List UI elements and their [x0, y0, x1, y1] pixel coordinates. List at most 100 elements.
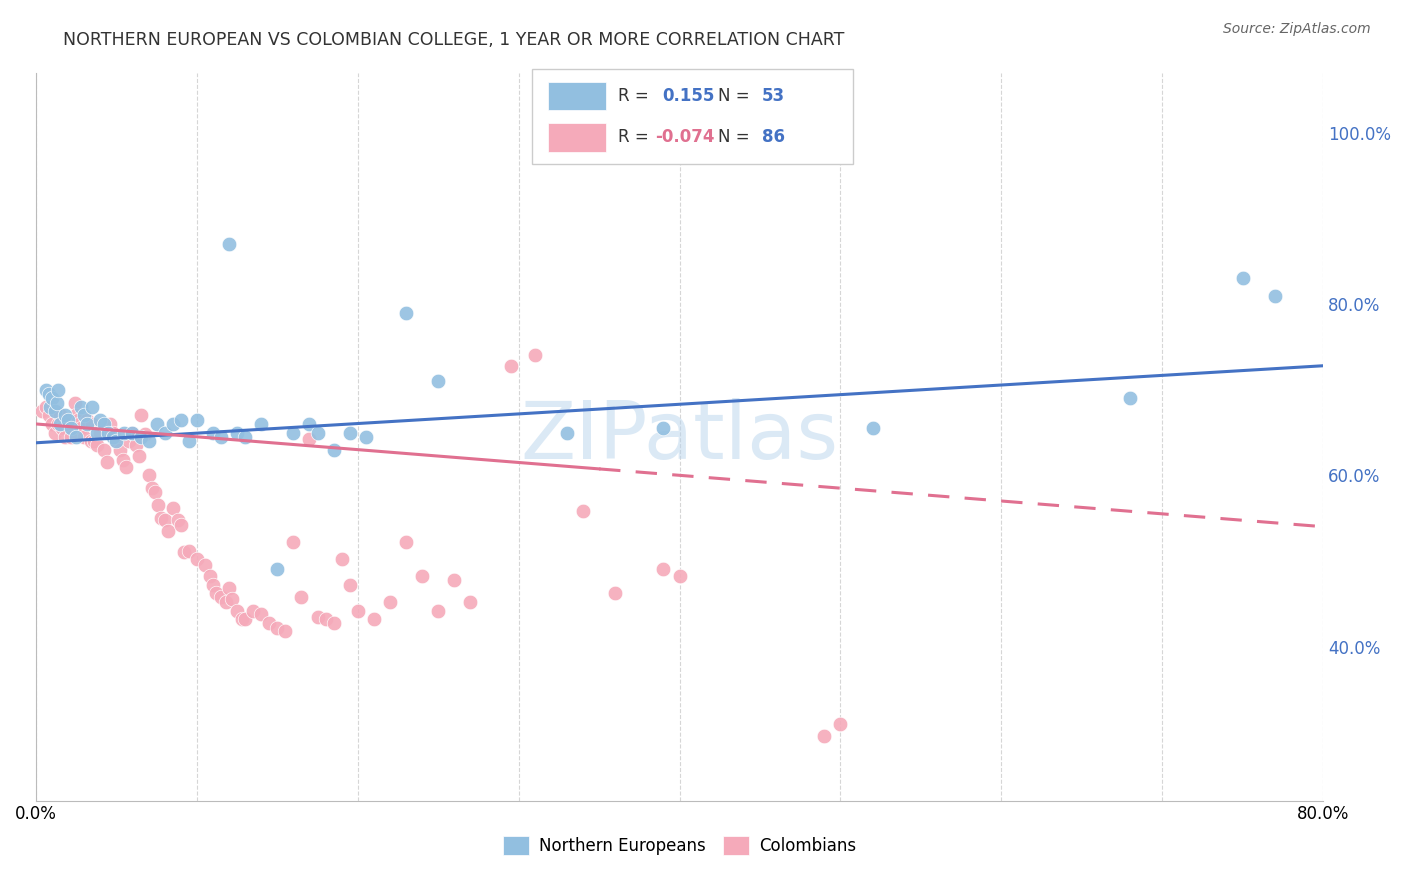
Point — [115, 459, 138, 474]
Point — [177, 434, 200, 448]
Point — [346, 604, 368, 618]
Point — [233, 430, 256, 444]
Point — [201, 425, 224, 440]
Point — [73, 430, 96, 444]
Point — [129, 430, 152, 444]
Point — [427, 604, 450, 618]
Point — [83, 434, 105, 448]
Point — [298, 433, 321, 447]
Point — [66, 412, 89, 426]
Point — [830, 716, 852, 731]
Legend: Northern Europeans, Colombians: Northern Europeans, Colombians — [492, 826, 866, 865]
Point — [395, 306, 418, 320]
Point — [186, 552, 208, 566]
Point — [283, 535, 305, 549]
Point — [101, 425, 124, 440]
Point — [105, 434, 128, 448]
Point — [443, 573, 465, 587]
Point — [194, 558, 217, 573]
Point — [209, 430, 232, 444]
Point — [65, 430, 87, 444]
Point — [153, 513, 176, 527]
Point — [48, 383, 70, 397]
Point — [307, 609, 329, 624]
Point — [138, 468, 160, 483]
Point — [70, 400, 93, 414]
Text: ZIPatlas: ZIPatlas — [520, 398, 838, 475]
Point — [170, 412, 193, 426]
Point — [86, 425, 108, 440]
Point — [150, 511, 173, 525]
Point — [121, 425, 143, 440]
Point — [79, 434, 101, 448]
Point — [162, 500, 184, 515]
Point — [339, 578, 361, 592]
Point — [93, 442, 115, 457]
Point — [555, 425, 578, 440]
Point — [145, 417, 167, 431]
Point — [283, 425, 305, 440]
Point — [250, 417, 273, 431]
Point — [209, 590, 232, 604]
Point — [226, 425, 249, 440]
Point — [98, 417, 121, 431]
Point — [395, 535, 418, 549]
Point — [114, 425, 136, 440]
Point — [266, 562, 288, 576]
Point — [298, 417, 321, 431]
Point — [49, 417, 72, 431]
Point — [82, 400, 104, 414]
Point — [56, 412, 79, 426]
Point — [274, 624, 297, 639]
Point — [44, 404, 66, 418]
Point — [322, 442, 344, 457]
Text: Source: ZipAtlas.com: Source: ZipAtlas.com — [1223, 22, 1371, 37]
Point — [322, 615, 344, 630]
Point — [186, 412, 208, 426]
Point — [125, 438, 148, 452]
Point — [76, 417, 98, 431]
Point — [226, 604, 249, 618]
Point — [813, 730, 835, 744]
Point — [218, 582, 240, 596]
Point — [1264, 288, 1286, 302]
Point — [523, 349, 546, 363]
Point — [1232, 271, 1254, 285]
Point — [290, 590, 312, 604]
Point — [67, 417, 90, 431]
Point — [231, 612, 253, 626]
Point — [605, 586, 627, 600]
Point — [162, 417, 184, 431]
Point — [53, 409, 76, 423]
Point — [34, 383, 56, 397]
Point — [121, 425, 143, 440]
Point — [41, 391, 63, 405]
Point — [34, 400, 56, 414]
Text: N =: N = — [718, 87, 755, 105]
Point — [70, 421, 93, 435]
Point — [499, 359, 522, 373]
Point — [41, 417, 63, 431]
Text: 0.155: 0.155 — [662, 87, 714, 105]
Point — [215, 595, 238, 609]
Point — [233, 612, 256, 626]
Point — [56, 417, 79, 431]
Point — [177, 543, 200, 558]
Point — [31, 404, 53, 418]
Point — [45, 395, 67, 409]
Point — [96, 455, 118, 469]
Point — [108, 442, 131, 457]
Point — [60, 430, 83, 444]
Point — [572, 504, 595, 518]
Point — [156, 524, 179, 538]
Point — [53, 430, 76, 444]
Point — [339, 425, 361, 440]
Text: 86: 86 — [762, 128, 785, 146]
Point — [101, 430, 124, 444]
Point — [205, 586, 228, 600]
Point — [242, 604, 264, 618]
Point — [668, 569, 690, 583]
Point — [128, 450, 150, 464]
Point — [134, 427, 156, 442]
Point — [105, 434, 128, 448]
